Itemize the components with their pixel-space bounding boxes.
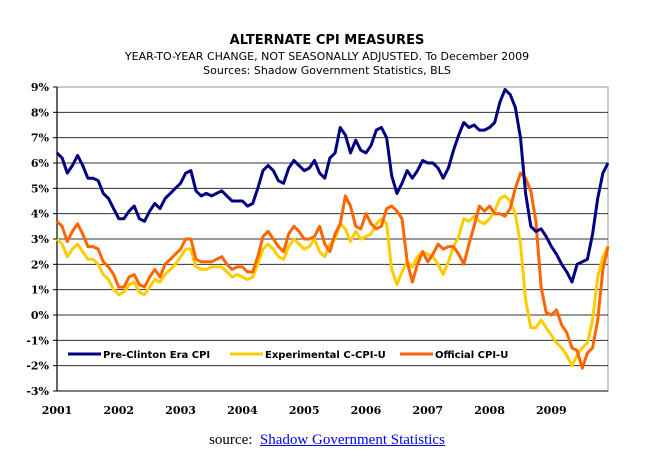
chart-subtitle: YEAR-TO-YEAR CHANGE, NOT SEASONALLY ADJU… (124, 50, 530, 63)
series-lines (55, 88, 610, 370)
series-line-official-cpi-u (55, 171, 610, 370)
x-axis-ticks: 2001 2002 2003 2004 2005 2006 2007 2008 2009 (42, 390, 608, 417)
x-tick-label: 2005 (289, 404, 320, 417)
source-prefix: source: (209, 432, 253, 448)
chart-sources-line: Sources: Shadow Government Statistics, B… (203, 64, 451, 77)
y-tick-label: -3% (26, 385, 49, 398)
y-tick-label: 0% (31, 309, 50, 322)
y-tick-label: 5% (31, 182, 50, 195)
y-tick-label: 6% (31, 157, 50, 170)
x-tick-label: 2009 (536, 404, 567, 417)
y-tick-label: 7% (31, 132, 50, 145)
chart-area: 9%8%7%6%5%4%3%2%1%0%-1%-2%-3% 2001 2002 20… (26, 81, 610, 417)
legend-box (58, 343, 576, 365)
y-tick-label: -2% (26, 360, 49, 373)
y-tick-label: -1% (26, 334, 49, 347)
legend: Pre-Clinton Era CPI Experimental C-CPI-U O… (58, 343, 576, 365)
series-line-pre-clinton-era-cpi (55, 88, 610, 284)
y-tick-label: 4% (31, 208, 50, 221)
legend-label: Official CPI-U (435, 350, 508, 361)
x-tick-label: 2006 (351, 404, 382, 417)
x-tick-label: 2008 (474, 404, 505, 417)
legend-label: Experimental C-CPI-U (265, 350, 386, 361)
source-link[interactable]: Shadow Government Statistics (259, 432, 445, 448)
legend-label: Pre-Clinton Era CPI (103, 350, 210, 361)
chart-title: ALTERNATE CPI MEASURES (229, 33, 425, 48)
y-axis-ticks: 9% 8% 7% 6% 5% 4% 3% 2% 1% 0% -1% -2% -3% (26, 81, 58, 398)
x-tick-label: 2007 (412, 404, 443, 417)
x-tick-label: 2001 (42, 404, 73, 417)
y-tick-label: 9% (31, 81, 50, 94)
source-footer: source: Shadow Government Statistics (0, 432, 654, 449)
y-tick-label: 1% (31, 284, 50, 297)
x-tick-label: 2004 (227, 404, 258, 417)
y-tick-label: 2% (31, 258, 50, 271)
x-tick-label: 2003 (165, 404, 196, 417)
y-tick-label: 3% (31, 233, 50, 246)
y-tick-label: 8% (31, 106, 50, 119)
x-tick-label: 2002 (103, 404, 134, 417)
